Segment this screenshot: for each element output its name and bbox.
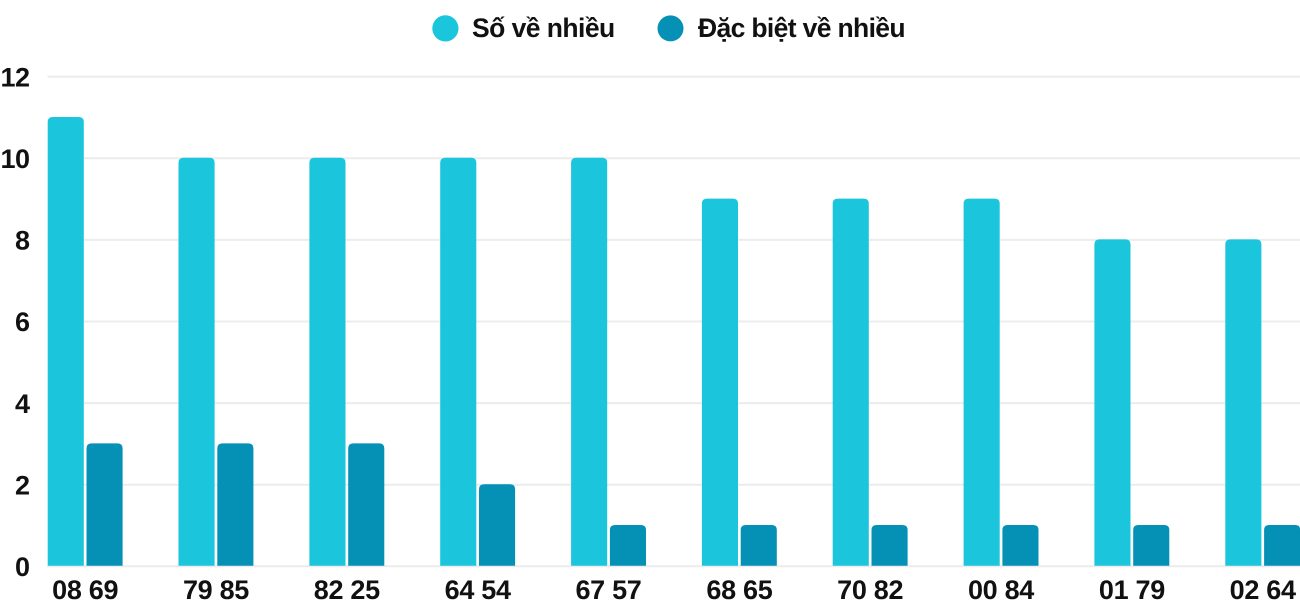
- svg-text:Đặc biệt về nhiều: Đặc biệt về nhiều: [698, 13, 905, 43]
- svg-text:2: 2: [15, 470, 30, 500]
- svg-text:00 84: 00 84: [968, 575, 1034, 600]
- svg-text:Số về nhiều: Số về nhiều: [472, 13, 615, 43]
- svg-text:4: 4: [15, 389, 30, 419]
- svg-text:70 82: 70 82: [837, 575, 903, 600]
- svg-text:68 65: 68 65: [706, 575, 772, 600]
- svg-text:64 54: 64 54: [445, 575, 511, 600]
- svg-text:01 79: 01 79: [1099, 575, 1165, 600]
- svg-text:79 85: 79 85: [183, 575, 249, 600]
- svg-text:67 57: 67 57: [575, 575, 641, 600]
- svg-text:82 25: 82 25: [314, 575, 380, 600]
- svg-text:12: 12: [0, 62, 29, 92]
- svg-text:02 64: 02 64: [1230, 575, 1296, 600]
- svg-text:10: 10: [0, 144, 29, 174]
- svg-text:8: 8: [15, 226, 30, 256]
- svg-text:08 69: 08 69: [52, 575, 118, 600]
- svg-text:6: 6: [15, 307, 30, 337]
- svg-text:0: 0: [15, 552, 30, 582]
